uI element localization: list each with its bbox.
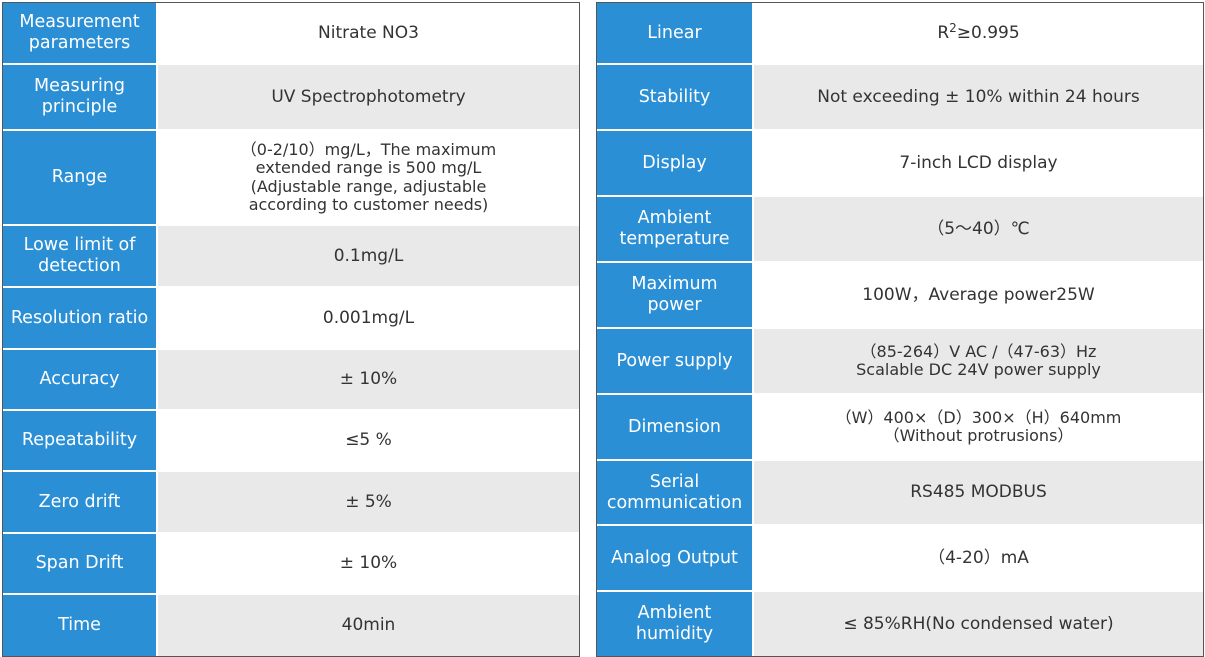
- spec-value-line: （0-2/10）mg/L，The maximum: [240, 139, 497, 159]
- spec-label: Maximum power: [597, 263, 754, 327]
- spec-value: 0.1mg/L: [158, 226, 579, 286]
- spec-value-line: （85-264）V AC /（47-63）Hz: [860, 341, 1097, 361]
- spec-label: Power supply: [597, 329, 754, 393]
- spec-value-line: Not exceeding ± 10% within 24 hours: [817, 86, 1140, 107]
- spec-value: （W）400×（D）300×（H）640mm （Without protrusi…: [754, 395, 1203, 459]
- spec-value-line: R2≥0.995: [937, 20, 1020, 44]
- spec-value-line: ± 10%: [339, 369, 398, 389]
- spec-value-line: extended range is 500 mg/L: [255, 158, 482, 177]
- spec-label: Measurement parameters: [3, 3, 158, 63]
- spec-value-line: Scalable DC 24V power supply: [856, 360, 1101, 379]
- spec-label: Ambient temperature: [597, 197, 754, 261]
- spec-value: RS485 MODBUS: [754, 461, 1203, 524]
- spec-value: 40min: [158, 595, 579, 656]
- spec-value-line: 0.001mg/L: [322, 307, 415, 328]
- spec-row-power-supply: Power supply （85-264）V AC /（47-63）Hz Sca…: [597, 327, 1203, 393]
- spec-label: Linear: [597, 3, 754, 63]
- superscript: 2: [949, 20, 957, 35]
- spec-table-right: Linear R2≥0.995 Stability Not exceeding …: [596, 2, 1204, 657]
- spec-value: Not exceeding ± 10% within 24 hours: [754, 65, 1203, 129]
- spec-row-linear: Linear R2≥0.995: [597, 3, 1203, 63]
- spec-label: Span Drift: [3, 534, 158, 593]
- spec-value-line: （4-20）mA: [928, 547, 1029, 568]
- spec-value-line: ± 5%: [345, 491, 392, 512]
- spec-label: Lowe limit of detection: [3, 226, 158, 286]
- r-symbol: R: [937, 22, 950, 43]
- spec-row-analog-output: Analog Output （4-20）mA: [597, 524, 1203, 590]
- spec-row-resolution: Resolution ratio 0.001mg/L: [3, 286, 579, 348]
- spec-row-dimension: Dimension （W）400×（D）300×（H）640mm （Withou…: [597, 393, 1203, 459]
- spec-row-display: Display 7-inch LCD display: [597, 129, 1203, 195]
- spec-label: Range: [3, 131, 158, 224]
- spec-row-time: Time 40min: [3, 593, 579, 656]
- spec-row-range: Range （0-2/10）mg/L，The maximum extended …: [3, 129, 579, 224]
- spec-value: ± 10%: [158, 350, 579, 409]
- spec-value-line: ≤5 %: [345, 430, 392, 450]
- spec-row-span-drift: Span Drift ± 10%: [3, 532, 579, 593]
- spec-row-repeatability: Repeatability ≤5 %: [3, 409, 579, 470]
- spec-value: （85-264）V AC /（47-63）Hz Scalable DC 24V …: [754, 329, 1203, 393]
- spec-value-line: ± 10%: [339, 553, 398, 573]
- spec-value-line: （W）400×（D）300×（H）640mm: [835, 407, 1122, 427]
- spec-value: 100W，Average power25W: [754, 263, 1203, 327]
- spec-label: Repeatability: [3, 411, 158, 470]
- spec-row-accuracy: Accuracy ± 10%: [3, 348, 579, 409]
- spec-value-line: according to customer needs): [248, 195, 489, 214]
- spec-label: Time: [3, 595, 158, 656]
- spec-row-measurement-parameters: Measurement parameters Nitrate NO3: [3, 3, 579, 63]
- spec-value: R2≥0.995: [754, 3, 1203, 63]
- spec-row-detection-limit: Lowe limit of detection 0.1mg/L: [3, 224, 579, 286]
- spec-value: ± 10%: [158, 534, 579, 593]
- spec-value-line: 0.1mg/L: [333, 245, 404, 266]
- spec-row-ambient-humidity: Ambient humidity ≤ 85%RH(No condensed wa…: [597, 590, 1203, 656]
- spec-label: Resolution ratio: [3, 288, 158, 348]
- linear-threshold: ≥0.995: [956, 22, 1020, 43]
- spec-row-stability: Stability Not exceeding ± 10% within 24 …: [597, 63, 1203, 129]
- spec-value: ± 5%: [158, 472, 579, 532]
- spec-row-serial-communication: Serial communication RS485 MODBUS: [597, 459, 1203, 524]
- spec-value: 0.001mg/L: [158, 288, 579, 348]
- spec-label: Measuring principle: [3, 65, 158, 129]
- spec-label: Zero drift: [3, 472, 158, 532]
- spec-value-line: （5～40）℃: [927, 218, 1030, 239]
- spec-label: Serial communication: [597, 461, 754, 524]
- spec-value: UV Spectrophotometry: [158, 65, 579, 129]
- spec-value-line: （Without protrusions）: [883, 426, 1074, 445]
- spec-value: （4-20）mA: [754, 526, 1203, 590]
- spec-row-measuring-principle: Measuring principle UV Spectrophotometry: [3, 63, 579, 129]
- spec-value-line: 100W，Average power25W: [862, 284, 1095, 305]
- spec-row-ambient-temperature: Ambient temperature （5～40）℃: [597, 195, 1203, 261]
- spec-value-line: RS485 MODBUS: [910, 482, 1047, 502]
- spec-value: Nitrate NO3: [158, 3, 579, 63]
- spec-value-line: UV Spectrophotometry: [271, 86, 466, 107]
- spec-value-line: 7-inch LCD display: [899, 152, 1058, 173]
- spec-value: （5～40）℃: [754, 197, 1203, 261]
- spec-value-line: 40min: [341, 615, 396, 635]
- spec-value: 7-inch LCD display: [754, 131, 1203, 195]
- spec-label: Stability: [597, 65, 754, 129]
- spec-label: Accuracy: [3, 350, 158, 409]
- spec-label: Dimension: [597, 395, 754, 459]
- spec-table-left: Measurement parameters Nitrate NO3 Measu…: [2, 2, 580, 657]
- spec-value-line: ≤ 85%RH(No condensed water): [843, 613, 1114, 634]
- spec-value: ≤5 %: [158, 411, 579, 470]
- spec-value: ≤ 85%RH(No condensed water): [754, 592, 1203, 656]
- spec-value: （0-2/10）mg/L，The maximum extended range …: [158, 131, 579, 224]
- spec-value-line: Nitrate NO3: [318, 22, 419, 43]
- spec-row-zero-drift: Zero drift ± 5%: [3, 470, 579, 532]
- spec-value-line: (Adjustable range, adjustable: [250, 176, 487, 196]
- spec-label: Analog Output: [597, 526, 754, 590]
- spec-label: Ambient humidity: [597, 592, 754, 656]
- spec-row-maximum-power: Maximum power 100W，Average power25W: [597, 261, 1203, 327]
- spec-label: Display: [597, 131, 754, 195]
